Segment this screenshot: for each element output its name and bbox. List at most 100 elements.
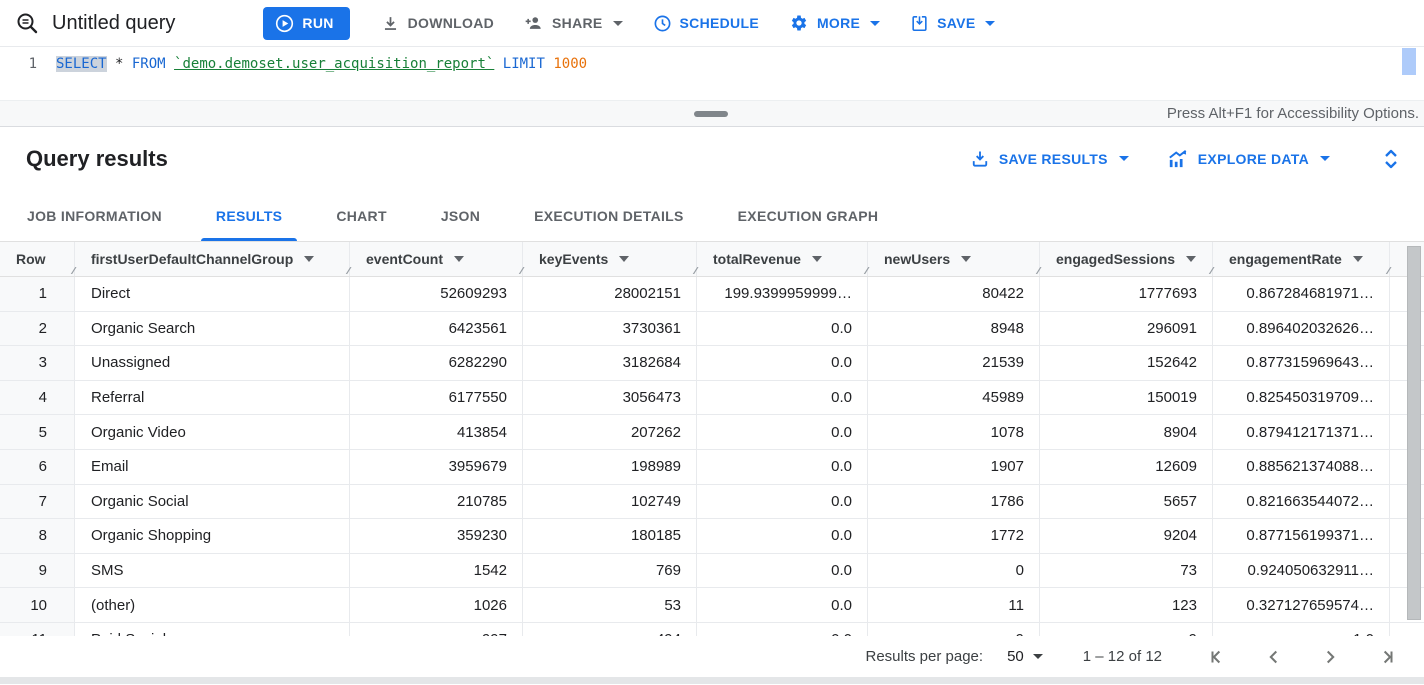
pagination-footer: Results per page: 50 1 – 12 of 12 — [0, 636, 1424, 677]
table-cell-keyEvents: 769 — [523, 553, 697, 588]
table-cell-totalRevenue: 0.0 — [697, 553, 868, 588]
page-size-value: 50 — [1007, 648, 1024, 665]
first-page-button[interactable] — [1206, 645, 1230, 669]
tab-execution-details[interactable]: EXECUTION DETAILS — [534, 207, 684, 224]
person-add-icon — [524, 13, 544, 33]
column-menu-caret-icon[interactable] — [454, 256, 464, 262]
next-page-button[interactable] — [1318, 645, 1342, 669]
column-menu-caret-icon[interactable] — [1352, 256, 1363, 262]
query-results-header: Query results SAVE RESULTS EXPLORE DATA — [0, 127, 1424, 190]
more-button[interactable]: MORE — [774, 7, 895, 40]
row-number-cell: 9 — [0, 553, 75, 588]
table-cell-firstUserDefaultChannelGroup: SMS — [75, 553, 350, 588]
explore-data-button[interactable]: EXPLORE DATA — [1153, 142, 1344, 176]
sql-editor[interactable]: 1 SELECT * FROM `demo.demoset.user_acqui… — [0, 47, 1424, 100]
save-button[interactable]: SAVE — [895, 7, 1010, 40]
editor-scrollbar-thumb[interactable] — [1402, 48, 1416, 75]
page-size-select[interactable]: 50 — [1007, 648, 1043, 665]
query-results-title: Query results — [26, 145, 168, 171]
schedule-button-label: SCHEDULE — [679, 15, 759, 31]
column-header-eventCount[interactable]: eventCount∕∕ — [350, 242, 523, 277]
save-results-button[interactable]: SAVE RESULTS — [956, 142, 1143, 176]
table-cell-engagementRate: 0.877156199371… — [1213, 519, 1390, 553]
column-header-label: engagementRate — [1229, 251, 1342, 267]
query-title[interactable]: Untitled query — [52, 11, 176, 34]
table-cell-eventCount: 997 — [350, 622, 523, 636]
table-cell-totalRevenue: 0.0 — [697, 484, 868, 519]
table-cell-engagementRate: 0.867284681971… — [1213, 277, 1390, 311]
splitter-strip: Press Alt+F1 for Accessibility Options. — [0, 100, 1424, 127]
run-button[interactable]: RUN — [263, 6, 350, 40]
share-button[interactable]: SHARE — [509, 7, 638, 40]
row-number-cell: 6 — [0, 449, 75, 484]
table-row: 3 Unassigned 6282290 3182684 0.0 21539 152642 0… — [0, 346, 1424, 381]
sql-code-line: SELECT * FROM `demo.demoset.user_acquisi… — [56, 47, 587, 100]
table-cell-totalRevenue: 0.0 — [697, 449, 868, 484]
line-number: 1 — [28, 56, 37, 72]
bottom-scrollbar-track[interactable] — [0, 677, 1424, 684]
column-menu-caret-icon[interactable] — [961, 256, 972, 262]
table-cell-engagedSessions: 8904 — [1040, 415, 1213, 449]
tab-results[interactable]: RESULTS — [189, 190, 309, 241]
table-cell-newUsers: 11 — [868, 588, 1040, 622]
row-number-cell: 2 — [0, 311, 75, 346]
table-cell-firstUserDefaultChannelGroup: Unassigned — [75, 346, 350, 380]
table-cell-eventCount: 1026 — [350, 588, 523, 622]
table-cell-eventCount: 6177550 — [350, 380, 523, 415]
column-menu-caret-icon[interactable] — [1186, 256, 1197, 262]
chevron-down-icon — [870, 20, 881, 26]
column-header-engagedSessions[interactable]: engagedSessions∕∕ — [1040, 242, 1213, 277]
table-scrollbar-thumb[interactable] — [1407, 246, 1421, 620]
last-page-button[interactable] — [1374, 645, 1398, 669]
table-cell-firstUserDefaultChannelGroup: Organic Shopping — [75, 519, 350, 553]
table-cell-keyEvents: 3056473 — [523, 380, 697, 415]
chevron-down-icon — [612, 20, 623, 26]
more-button-label: MORE — [816, 15, 861, 31]
table-cell-engagementRate: 0.896402032626… — [1213, 311, 1390, 346]
table-cell-firstUserDefaultChannelGroup: Referral — [75, 380, 350, 415]
table-scrollbar[interactable] — [1407, 246, 1421, 629]
tab-job-information[interactable]: JOB INFORMATION — [27, 207, 162, 224]
table-cell-engagedSessions: 1777693 — [1040, 277, 1213, 311]
results-actions: SAVE RESULTS EXPLORE DATA — [956, 142, 1400, 176]
column-menu-caret-icon[interactable] — [619, 256, 630, 262]
previous-page-button[interactable] — [1262, 645, 1286, 669]
column-header-newUsers[interactable]: newUsers∕∕ — [868, 242, 1040, 277]
table-cell-engagedSessions: 73 — [1040, 553, 1213, 588]
table-cell-totalRevenue: 0.0 — [697, 415, 868, 449]
column-menu-caret-icon[interactable] — [304, 256, 315, 262]
clock-icon — [653, 14, 672, 33]
table-cell-totalRevenue: 199.9399959999… — [697, 277, 868, 311]
sql-table-reference[interactable]: `demo.demoset.user_acquisition_report` — [174, 56, 495, 72]
table-row: 8 Organic Shopping 359230 180185 0.0 1772 9204… — [0, 519, 1424, 554]
expand-results-button[interactable] — [1382, 148, 1400, 170]
table-cell-firstUserDefaultChannelGroup: (other) — [75, 588, 350, 622]
table-header-row: Row∕∕firstUserDefaultChannelGroup∕∕event… — [0, 242, 1424, 277]
column-header-label: engagedSessions — [1056, 251, 1176, 267]
schedule-button[interactable]: SCHEDULE — [638, 7, 774, 40]
column-header-row[interactable]: Row∕∕ — [0, 242, 75, 277]
column-header-engagementRate[interactable]: engagementRate∕∕ — [1213, 242, 1390, 277]
column-menu-caret-icon[interactable] — [811, 256, 822, 262]
table-cell-newUsers: 1772 — [868, 519, 1040, 553]
column-header-totalRevenue[interactable]: totalRevenue∕∕ — [697, 242, 868, 277]
tab-chart[interactable]: CHART — [336, 207, 387, 224]
table-cell-totalRevenue: 0.0 — [697, 311, 868, 346]
table-cell-engagementRate: 0.879412171371… — [1213, 415, 1390, 449]
tab-json[interactable]: JSON — [440, 207, 481, 224]
splitter-drag-handle[interactable] — [694, 111, 728, 117]
chevron-down-icon — [1032, 654, 1043, 659]
row-number-cell: 4 — [0, 380, 75, 415]
download-button[interactable]: DOWNLOAD — [366, 7, 509, 40]
explore-data-label: EXPLORE DATA — [1197, 150, 1309, 167]
column-header-firstUserDefaultChannelGroup[interactable]: firstUserDefaultChannelGroup∕∕ — [75, 242, 350, 277]
table-row: 5 Organic Video 413854 207262 0.0 1078 8904 0.8… — [0, 415, 1424, 450]
save-icon — [910, 14, 929, 33]
row-number-cell: 11 — [0, 622, 75, 636]
table-cell-keyEvents: 102749 — [523, 484, 697, 519]
sql-keyword-limit: LIMIT — [502, 56, 545, 72]
table-cell-totalRevenue: 0.0 — [697, 588, 868, 622]
tab-execution-graph[interactable]: EXECUTION GRAPH — [737, 207, 879, 224]
column-header-keyEvents[interactable]: keyEvents∕∕ — [523, 242, 697, 277]
row-number-cell: 1 — [0, 277, 75, 311]
